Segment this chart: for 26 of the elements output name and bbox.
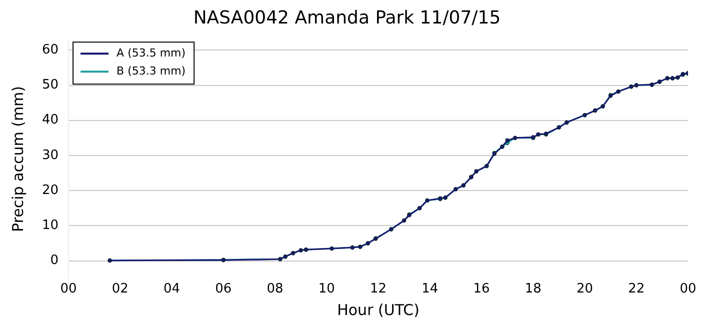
x-tick-label: 20 [576,282,594,297]
x-tick-label: 18 [524,282,542,297]
x-tick-label: 08 [266,282,284,297]
x-tick-label: 12 [370,282,387,297]
y-tick-label: 60 [42,42,59,58]
y-tick-label: 50 [42,78,59,93]
y-tick-label: 20 [42,182,59,198]
x-tick-label: 02 [112,282,128,297]
x-tick-label: 04 [164,282,180,297]
y-axis-title: Precip accum (mm) [8,86,27,232]
x-tick-label: 06 [215,282,232,297]
y-tick-label: 30 [42,148,59,163]
y-tick-label: 40 [42,112,59,128]
y-tick-label: 0 [50,253,59,268]
point [505,138,510,142]
y-tick-label: 10 [42,218,59,234]
x-tick-label: 14 [422,282,438,297]
x-tick-label: 10 [318,282,335,297]
chart-title: NASA0042 Amanda Park 11/07/15 [193,7,501,28]
legend-label: A (53.5 mm) [116,46,186,60]
x-axis-title: Hour (UTC) [337,300,420,319]
x-tick-label: 00 [680,282,696,297]
x-tick-label: 00 [60,282,77,297]
legend-label: B (53.3 mm) [116,64,186,78]
x-tick-label: 16 [473,282,490,297]
x-tick-label: 22 [628,282,645,297]
